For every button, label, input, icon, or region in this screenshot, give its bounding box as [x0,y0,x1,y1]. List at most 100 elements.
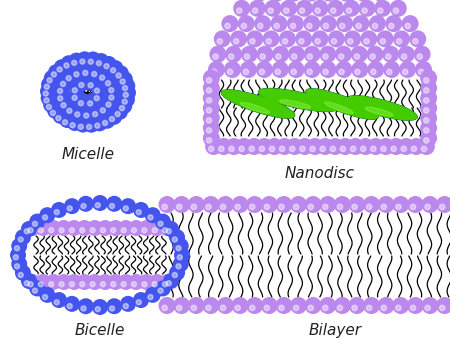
Ellipse shape [347,96,417,120]
Circle shape [203,99,220,116]
Circle shape [256,61,273,78]
Circle shape [393,30,410,47]
Circle shape [44,70,60,86]
Circle shape [81,204,86,209]
Circle shape [371,69,376,75]
Circle shape [319,297,336,314]
Circle shape [64,296,80,312]
Circle shape [173,297,190,314]
Circle shape [76,274,93,290]
Circle shape [58,95,74,111]
Circle shape [128,220,144,236]
Circle shape [80,228,85,233]
Circle shape [291,69,297,75]
Circle shape [323,305,328,310]
Circle shape [364,39,369,44]
Circle shape [230,30,247,47]
Circle shape [304,46,321,63]
Circle shape [401,15,419,32]
Circle shape [340,146,346,152]
Circle shape [423,128,429,133]
Circle shape [21,273,37,289]
Circle shape [396,39,402,44]
Circle shape [122,99,127,104]
Circle shape [380,39,386,44]
Circle shape [95,203,100,208]
Circle shape [123,206,128,211]
Circle shape [272,61,289,78]
Circle shape [67,108,72,113]
Circle shape [423,118,429,123]
Circle shape [109,116,114,122]
Circle shape [401,146,406,152]
Circle shape [286,138,303,155]
Circle shape [206,128,211,133]
Circle shape [338,0,354,1]
Circle shape [374,0,391,17]
Circle shape [191,305,197,310]
Circle shape [352,204,357,210]
Circle shape [260,54,265,59]
Circle shape [152,282,157,287]
Circle shape [413,39,418,44]
Circle shape [310,146,315,152]
Circle shape [70,122,75,128]
Circle shape [343,0,360,17]
Circle shape [131,228,136,233]
Circle shape [106,109,122,125]
Circle shape [372,23,378,29]
Circle shape [166,281,171,286]
Circle shape [54,210,59,215]
Circle shape [319,196,336,213]
Text: Bilayer: Bilayer [309,324,361,338]
Circle shape [256,138,273,155]
Circle shape [423,98,429,103]
Circle shape [149,220,165,236]
Text: Bicelle: Bicelle [75,323,125,338]
Circle shape [249,146,254,152]
Circle shape [261,297,278,314]
Circle shape [174,247,190,263]
Circle shape [142,228,147,233]
Circle shape [402,69,408,75]
Circle shape [173,256,189,272]
Circle shape [371,146,376,152]
Circle shape [423,108,429,113]
Circle shape [372,0,389,1]
Circle shape [176,204,182,210]
Circle shape [45,220,62,236]
Circle shape [133,292,149,308]
Circle shape [296,138,313,155]
Circle shape [337,305,342,310]
Circle shape [387,138,405,155]
Circle shape [136,210,141,215]
Circle shape [401,54,407,59]
Circle shape [59,228,64,233]
Circle shape [250,39,255,44]
Circle shape [315,39,320,44]
Circle shape [158,297,176,314]
Ellipse shape [325,102,353,114]
Circle shape [21,221,37,237]
Circle shape [290,297,307,314]
Circle shape [91,88,107,104]
Circle shape [155,213,171,230]
Circle shape [323,69,328,75]
Circle shape [128,274,144,290]
Circle shape [261,196,278,213]
Circle shape [334,196,351,213]
Circle shape [136,300,141,305]
Circle shape [100,108,105,113]
Circle shape [111,282,116,287]
Circle shape [422,297,438,314]
Ellipse shape [365,107,393,116]
Circle shape [139,274,154,290]
Circle shape [100,228,105,233]
Circle shape [339,23,345,29]
Circle shape [66,274,82,290]
Circle shape [67,115,83,131]
Circle shape [149,274,165,290]
Circle shape [351,61,368,78]
Circle shape [237,8,242,13]
Circle shape [420,80,437,97]
